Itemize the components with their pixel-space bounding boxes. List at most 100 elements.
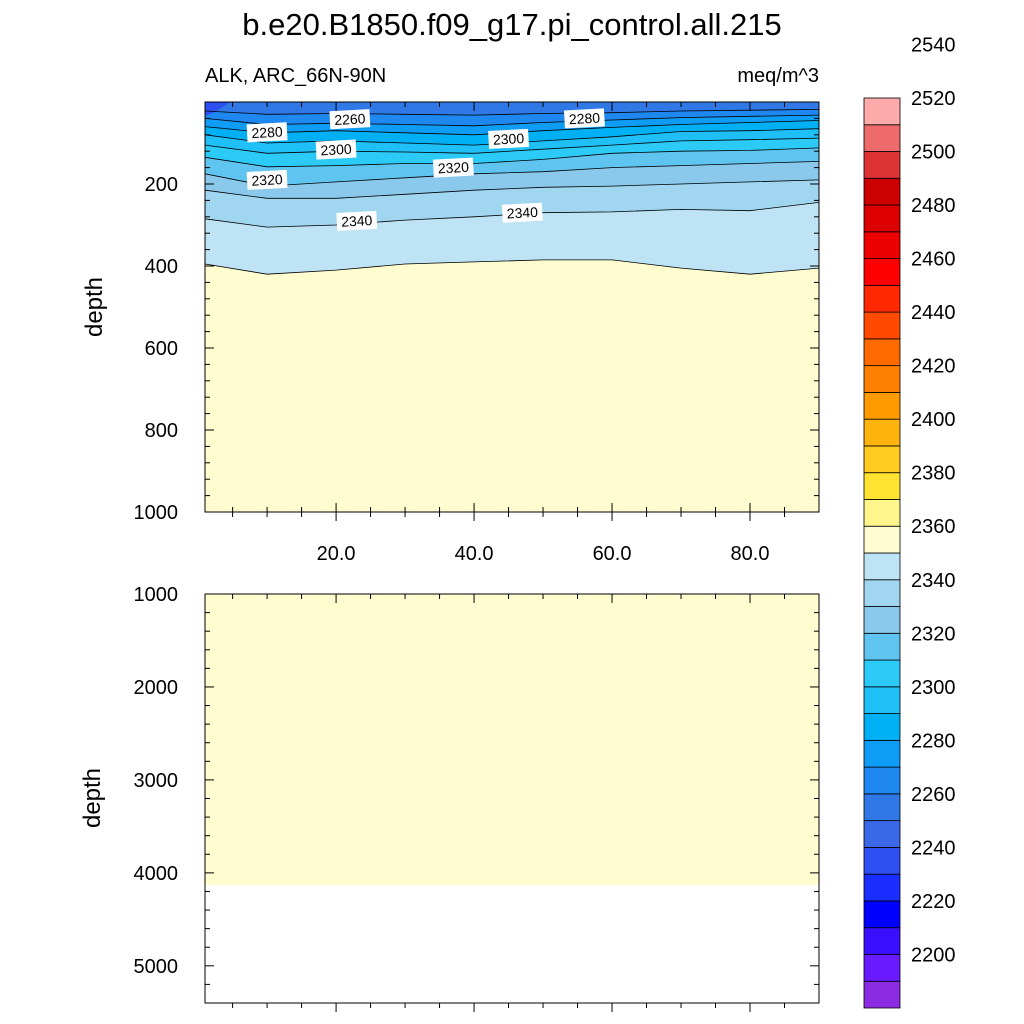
colorbar-box	[863, 231, 901, 259]
colorbar-label: 2420	[911, 356, 956, 378]
colorbar-box	[863, 847, 901, 875]
contour-line-2310	[205, 147, 819, 168]
contour-label-text: 2260	[334, 110, 366, 128]
colorbar-box	[863, 311, 901, 340]
colorbar-box	[863, 873, 901, 902]
colorbar-label: 2300	[911, 677, 956, 699]
colorbar-box	[863, 820, 901, 848]
y-tick-label: 1000	[134, 584, 179, 606]
colorbar-label: 2520	[911, 88, 956, 110]
colorbar-box	[863, 686, 901, 714]
colorbar-label: 2380	[911, 463, 956, 485]
colorbar-box	[863, 525, 901, 554]
y-tick-label: 5000	[134, 956, 179, 978]
colorbar-box	[863, 418, 901, 447]
colorbar-box	[863, 927, 901, 955]
upper-frame	[204, 101, 820, 513]
contour-label-text: 2300	[493, 130, 525, 148]
colorbar-box	[863, 954, 901, 982]
x-tick-label: 40.0	[455, 543, 494, 565]
contour-label: 2340	[501, 202, 543, 223]
contour-label-text: 2320	[437, 159, 469, 177]
fill-band-surface	[205, 102, 230, 116]
colorbar-box	[863, 177, 901, 206]
colorbar-label: 2460	[911, 249, 956, 271]
contour-label: 2300	[488, 128, 529, 149]
contour-label-text: 2340	[341, 212, 373, 230]
colorbar-label: 2260	[911, 784, 956, 806]
colorbar-label: 2400	[911, 409, 956, 431]
contour-label-text: 2280	[251, 124, 283, 142]
contour-label-text: 2340	[506, 204, 538, 222]
contour-line-2320	[205, 161, 819, 187]
fill-band-deep-lower	[205, 594, 819, 885]
colorbar-box	[863, 338, 901, 367]
colorbar-box	[863, 659, 901, 688]
right-subtitle: meq/m^3	[737, 65, 819, 87]
colorbar: 2200 2220 2240 2260 2280 2300 2320 2340 2360 2380…	[863, 35, 956, 1009]
contour-label-text: 2320	[251, 171, 283, 189]
colorbar-box	[863, 258, 901, 286]
y-tick-label: 200	[145, 174, 178, 196]
colorbar-label: 2540	[911, 35, 956, 57]
contour-line-2330	[205, 179, 819, 199]
contour-label: 2320	[246, 169, 288, 190]
colorbar-label: 2320	[911, 623, 956, 645]
colorbar-box	[863, 204, 901, 233]
upper-panel: 2260 2280 2300 2280 2300 2320 2320 2340 2340 200…	[81, 101, 820, 565]
colorbar-box	[863, 766, 901, 795]
colorbar-box	[863, 499, 901, 527]
colorbar-box	[863, 124, 901, 152]
colorbar-box	[863, 606, 901, 634]
colorbar-label: 2360	[911, 516, 956, 538]
contour-label-text: 2280	[568, 110, 600, 128]
colorbar-box	[863, 579, 901, 607]
lower-ylabel: depth	[79, 768, 106, 828]
y-tick-label: 400	[145, 256, 178, 278]
colorbar-label: 2200	[911, 945, 956, 967]
colorbar-box	[863, 900, 901, 929]
lower-panel: 1000 2000 3000 4000 5000 depth	[79, 584, 820, 1012]
contour-label: 2280	[246, 122, 288, 143]
colorbar-label: 2480	[911, 195, 956, 217]
contour-line-2350	[205, 259, 819, 275]
contour-line-2270	[205, 114, 819, 127]
colorbar-box	[863, 445, 901, 474]
upper-ylabel: depth	[81, 277, 108, 337]
contour-label: 2300	[315, 139, 357, 160]
colorbar-box	[863, 632, 901, 661]
contour-label: 2260	[329, 109, 371, 130]
y-tick-label: 600	[145, 338, 178, 360]
x-tick-label: 60.0	[593, 543, 632, 565]
x-tick-label: 80.0	[731, 543, 770, 565]
colorbar-label: 2500	[911, 142, 956, 164]
contour-label: 2280	[563, 108, 605, 129]
y-tick-label: 4000	[134, 863, 179, 885]
contour-label: 2340	[336, 210, 378, 231]
contour-label: 2320	[432, 157, 474, 178]
contour-line-2300	[205, 137, 819, 154]
colorbar-box	[863, 552, 901, 581]
colorbar-label: 2240	[911, 837, 956, 859]
colorbar-box	[863, 392, 901, 420]
y-tick-label: 800	[145, 420, 178, 442]
colorbar-label: 2440	[911, 302, 956, 324]
colorbar-box	[863, 97, 901, 126]
colorbar-label: 2280	[911, 730, 956, 752]
chart-title: b.e20.B1850.f09_g17.pi_control.all.215	[242, 7, 782, 42]
colorbar-box	[863, 365, 901, 393]
y-tick-label: 2000	[134, 677, 179, 699]
x-tick-label: 20.0	[317, 543, 356, 565]
y-tick-label: 1000	[134, 502, 179, 524]
contour-line-2260	[205, 109, 819, 116]
colorbar-box	[863, 980, 901, 1009]
colorbar-box	[863, 284, 901, 313]
colorbar-box	[863, 739, 901, 768]
colorbar-box	[863, 793, 901, 822]
colorbar-box	[863, 151, 901, 179]
y-tick-label: 3000	[134, 770, 179, 792]
left-subtitle: ALK, ARC_66N-90N	[205, 65, 386, 87]
colorbar-box	[863, 713, 901, 741]
colorbar-label: 2220	[911, 891, 956, 913]
